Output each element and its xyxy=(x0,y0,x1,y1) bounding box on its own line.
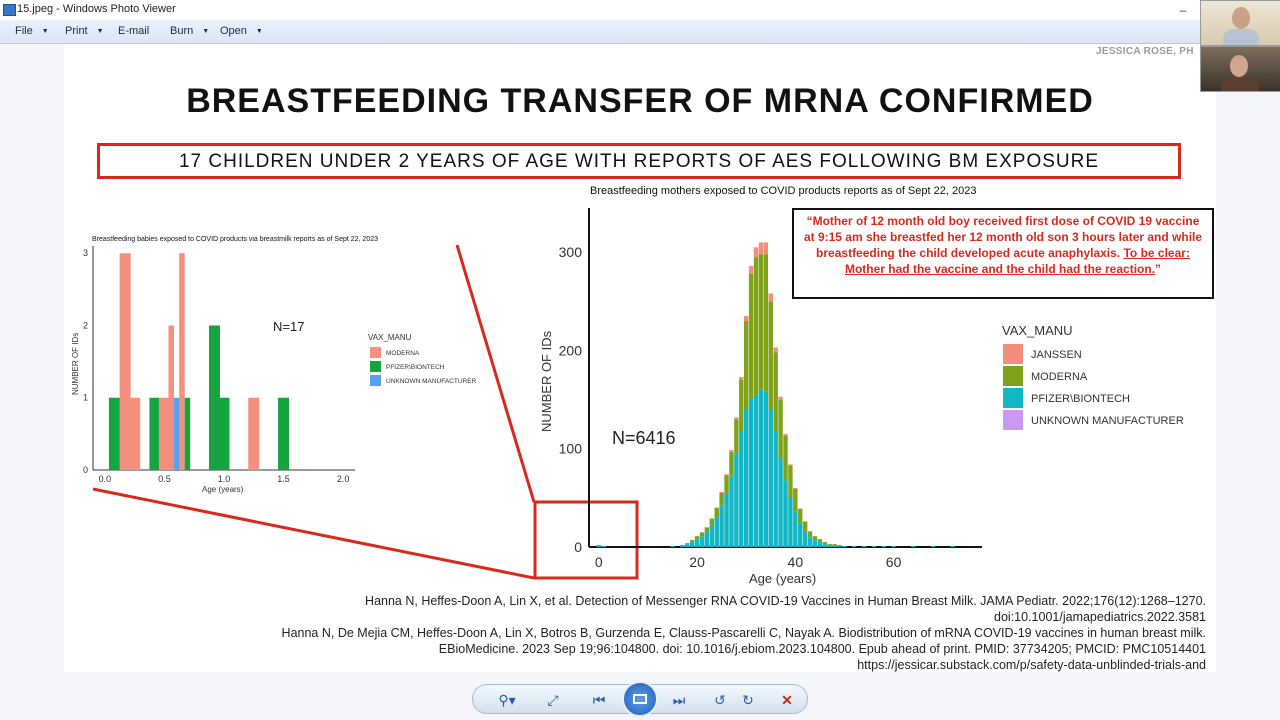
video-tile-participant-2[interactable] xyxy=(1200,46,1280,92)
menu-open[interactable]: Open ▼ xyxy=(220,25,263,37)
window-title: 15.jpeg - Windows Photo Viewer xyxy=(17,3,176,15)
window-title-bar: 15.jpeg - Windows Photo Viewer – xyxy=(0,0,1280,20)
slide-subtitle: 17 CHILDREN UNDER 2 YEARS OF AGE WITH RE… xyxy=(178,151,1100,172)
menu-file[interactable]: File ▼ xyxy=(15,25,49,37)
citation-line: doi:10.1001/jamapediatrics.2022.3581 xyxy=(994,610,1206,624)
menu-bar: File ▼ Print ▼ E-mail Burn ▼ Open ▼ xyxy=(0,20,1280,44)
small-chart-title: Breastfeeding babies exposed to COVID pr… xyxy=(92,236,378,243)
citations: Hanna N, Heffes-Doon A, Lin X, et al. De… xyxy=(126,593,1206,673)
chevron-down-icon: ▼ xyxy=(96,27,104,35)
slide-image xyxy=(64,44,1216,672)
citation-line: EBioMedicine. 2023 Sep 19;96:104800. doi… xyxy=(438,642,1206,656)
chevron-down-icon: ▼ xyxy=(202,27,210,35)
slide-subtitle-box: 17 CHILDREN UNDER 2 YEARS OF AGE WITH RE… xyxy=(97,143,1181,179)
citation-line: Hanna N, De Mejia CM, Heffes-Doon A, Lin… xyxy=(281,626,1206,640)
actual-size-icon[interactable]: ⤢ xyxy=(547,692,559,708)
menu-burn[interactable]: Burn ▼ xyxy=(170,25,210,37)
slideshow-button[interactable] xyxy=(622,681,658,717)
previous-icon[interactable]: ⏮ xyxy=(592,692,606,708)
chevron-down-icon: ▼ xyxy=(255,27,263,35)
quote-text: “Mother of 12 month old boy received fir… xyxy=(803,214,1203,276)
photo-viewer-app-icon xyxy=(3,4,16,16)
rotate-counterclockwise-icon[interactable]: ↺ xyxy=(714,692,726,708)
chevron-down-icon: ▼ xyxy=(41,27,49,35)
rotate-clockwise-icon[interactable]: ↻ xyxy=(742,692,754,708)
large-chart-title: Breastfeeding mothers exposed to COVID p… xyxy=(590,185,977,197)
slide-author: JESSICA ROSE, PH xyxy=(1096,46,1194,57)
menu-email[interactable]: E-mail xyxy=(118,25,150,37)
quote-box: “Mother of 12 month old boy received fir… xyxy=(792,208,1214,299)
slide-title: BREASTFEEDING TRANSFER OF MRNA CONFIRMED xyxy=(186,82,1094,120)
video-tile-participant-1[interactable] xyxy=(1200,0,1280,46)
menu-print[interactable]: Print ▼ xyxy=(65,25,104,37)
citation-line: Hanna N, Heffes-Doon A, Lin X, et al. De… xyxy=(365,594,1206,608)
next-icon[interactable]: ⏭ xyxy=(672,692,686,708)
zoom-icon[interactable]: ⚲▾ xyxy=(498,692,516,708)
citation-line: https://jessicar.substack.com/p/safety-d… xyxy=(857,658,1206,672)
delete-icon[interactable]: ✕ xyxy=(781,692,793,708)
minimize-button[interactable]: – xyxy=(1179,3,1187,17)
